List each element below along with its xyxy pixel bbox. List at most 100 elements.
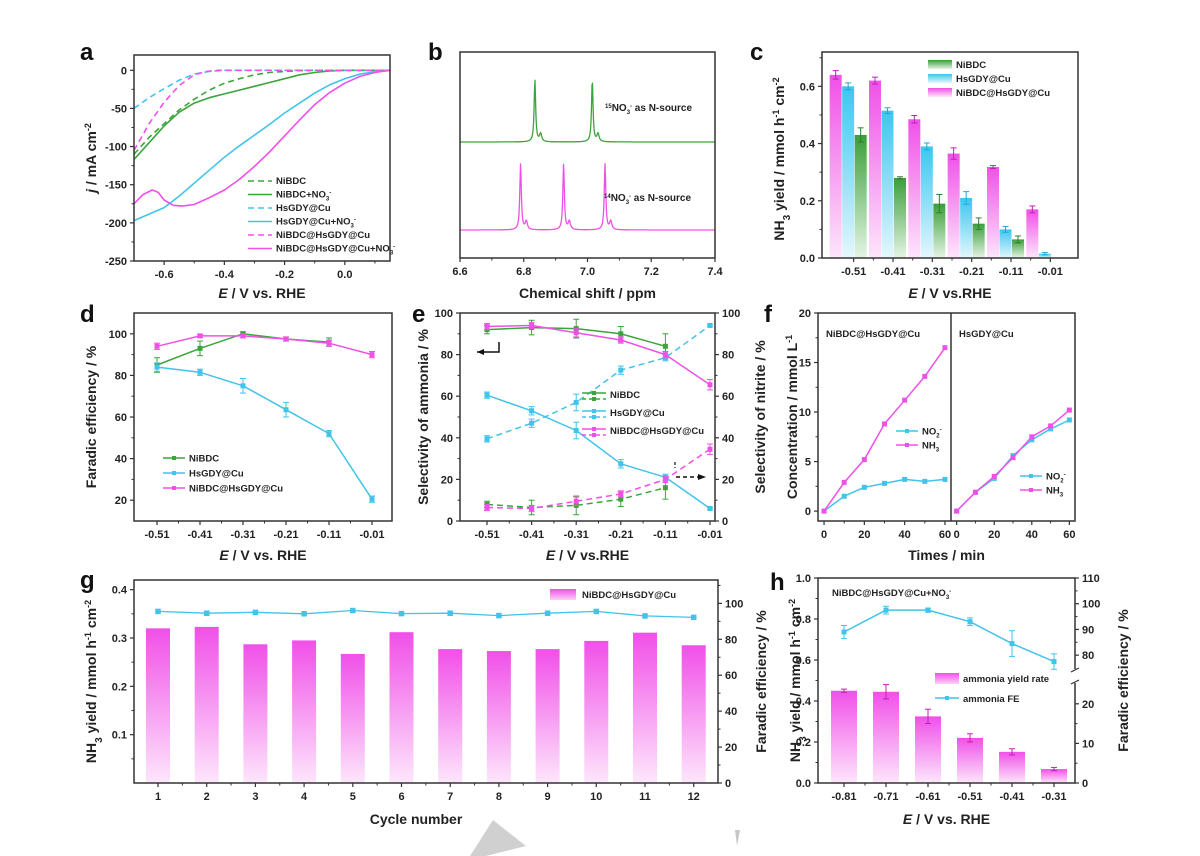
series-line-hsgdy-cu [156,366,373,500]
legend-label: NH3 [922,441,940,454]
fe-data-point [925,607,931,613]
data-point [618,496,624,502]
y-tick-label: -100 [105,142,127,154]
bar-cycle-8 [486,651,511,783]
y-tick-label: 40 [722,433,734,445]
y-tick-label: 0 [722,516,728,528]
nmr-spectrum-15N [459,79,716,143]
y-tick-label: 10 [1082,738,1094,750]
legend-label: HsGDY@Cu [276,203,331,214]
data-point [618,367,624,373]
y-tick-label: 5 [805,457,811,469]
fe-data-point [544,610,551,616]
data-point [484,324,490,330]
bar-nibdc [933,203,946,258]
y-tick-label: -50 [111,103,127,115]
data-point [1066,407,1072,413]
data-point [529,322,535,328]
fe-data-point [350,607,356,614]
data-point [197,369,203,375]
bar-cycle-6 [389,632,414,783]
bar-nibdc-hsgdy-cu [908,119,921,258]
x-tick-label: 20 [988,529,1000,541]
y-tick-label: 0 [725,778,731,790]
data-point [1029,437,1035,443]
plot-frame [133,54,391,262]
legend-label: NiBDC [956,60,986,71]
bar-nibdc [972,223,985,258]
y-tick-label: 0.3 [112,633,127,645]
legend-label: NiBDC [276,176,306,187]
y-tick-label: 1.0 [796,573,811,585]
bar-hsgdy-cu [920,146,933,258]
panel-h: 0.0 0.2 0.4 0.6 0.8 1.0 0 10 20 80 90 100 110 -0.81 -0… [787,573,1131,827]
subpanel-nibdc-hsgdy-cu: 0 20 40 60 NiBDC@HsGDY@Cu NO2-NH3 [821,329,951,541]
data-point [369,352,375,358]
panel-letter-c: c [750,39,763,66]
x-axis-label: Chemical shift / ppm [519,285,656,301]
y-tick-label: 0.4 [112,585,128,597]
bar-nibdc-hsgdy-cu [947,153,960,258]
x-tick-label: 7.4 [707,266,723,278]
data-point [326,340,332,346]
panel-c: -0.51 -0.41 -0.31 -0.21 -0.11 -0.01 0.0 0.2 0.4 0… [771,51,1079,301]
x-axis-label: E / V vs.RHE [546,547,629,563]
x-tick-label: 0 [821,529,827,541]
y-tick-label: 20 [441,474,453,486]
series-line-hsgdy-cu-nitrite- [486,324,711,440]
x-tick-label: 7.0 [580,266,595,278]
x-tick-label: 20 [858,529,870,541]
bar-nibdc-hsgdy-cu [1026,209,1039,258]
legend-label: HsGDY@Cu [189,469,244,480]
fe-data-point [642,613,648,619]
data-point [484,436,490,442]
data-point [942,345,948,351]
series-line-nibdc-hsgdy-cu [133,69,390,151]
y-tick-label: 80 [115,370,127,382]
data-point [1010,455,1016,461]
y-tick-label: 20 [725,742,737,754]
legend-label: NH3 [1046,486,1064,499]
fe-data-point [883,607,889,613]
y-tick-label: 80 [441,350,453,362]
y-tick-label: 0.1 [112,730,127,742]
axis-break-mark [1070,679,1080,685]
plot-frame [459,51,716,259]
data-point [922,478,928,484]
x-tick-label: -0.31 [1041,791,1066,803]
x-tick-label: 5 [350,791,356,803]
data-point [618,461,624,467]
y-axis-label: NH3 yield / mmol h-1 cm-2 [83,600,105,763]
y-tick-label: 100 [1082,599,1100,611]
legend-label: NiBDC [189,454,219,465]
data-point [902,476,908,482]
legend-label: NO2- [1046,472,1066,485]
panel-b: 6.6 6.8 7.0 7.2 7.4 Chemical shift / ppm 15NO3… [452,51,724,301]
fe-data-point [301,611,307,617]
y-tick-label: 0.8 [796,614,811,626]
nmr-spectrum-14N [459,162,716,231]
data-point [529,420,535,426]
legend-marker [592,427,596,431]
y-tick-label: 20 [115,495,127,507]
x-axis-label: Cycle number [370,811,463,827]
annotation-14N: 14NO3- as N-source [604,193,691,206]
x-tick-label: 12 [688,791,700,803]
x-axis-label: E / V vs. RHE [903,811,990,827]
data-point [618,491,624,497]
legend-label: NO2- [922,427,942,440]
x-tick-label: 60 [1063,529,1075,541]
data-point [154,343,160,349]
x-tick-label: -0.41 [519,529,544,541]
bar-hsgdy-cu [999,229,1012,258]
legend-marker [592,397,596,401]
data-point [573,399,579,405]
y-tick-label: 60 [722,391,734,403]
data-point [283,407,289,413]
x-tick-label: 0 [954,529,960,541]
y-axis-label-right: Selectivity of nitrite / % [752,340,768,494]
y-tick-label: 90 [1082,624,1094,636]
data-point [821,508,827,514]
x-tick-label: -0.31 [564,529,589,541]
series-line-nibdc-hsgdy-cu-ammonia- [486,324,711,386]
